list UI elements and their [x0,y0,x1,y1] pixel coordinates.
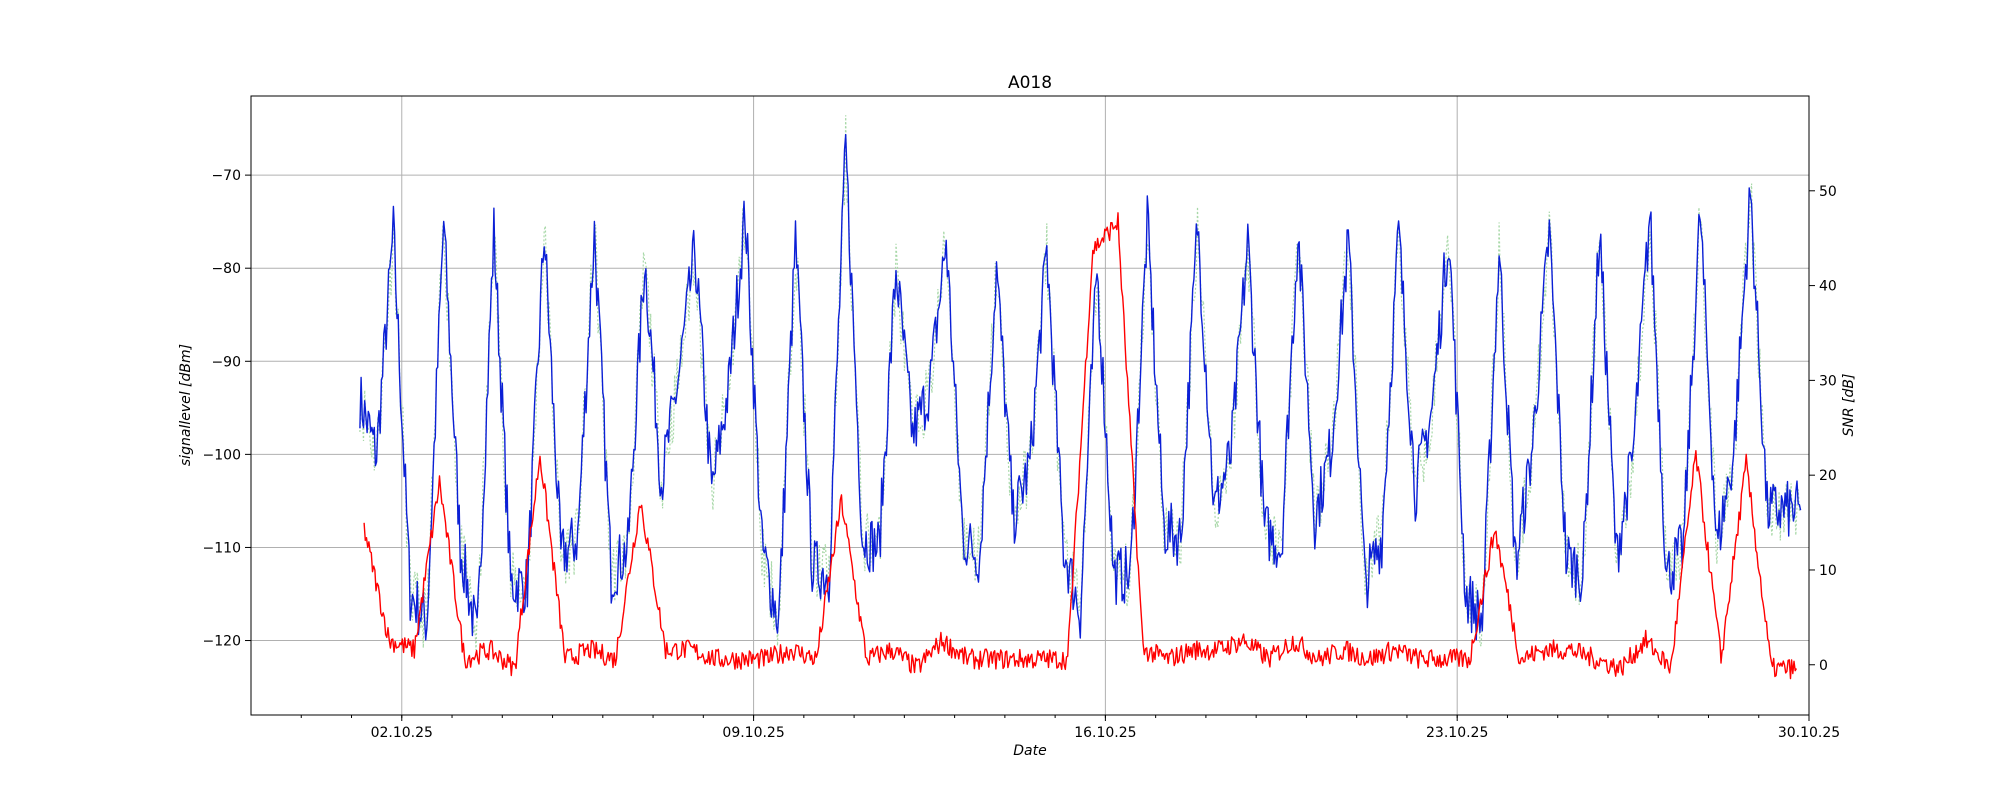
signal-trace-layer [359,133,1802,641]
y-right-tick-label: 10 [1819,563,1837,579]
x-tick-label: 16.10.25 [1074,725,1136,741]
chart-title: A018 [1008,73,1052,93]
y-axis-left-title: signallevel [dBm] [178,344,194,466]
y-right-tick-label: 40 [1819,279,1837,295]
y-left-tick-label: −120 [203,634,241,650]
y-right-tick-label: 0 [1819,658,1828,674]
y-left-tick-label: −90 [211,354,241,370]
x-tick-label: 23.10.25 [1426,725,1488,741]
x-tick-label: 30.10.25 [1778,725,1840,741]
y-right-tick-label: 20 [1819,468,1837,484]
y-left-tick-label: −80 [211,261,241,277]
noise-trace-layer [363,212,1798,680]
noise-level-line [363,212,1798,680]
plot-frame [250,95,1810,716]
y-left-tick-label: −110 [203,540,241,556]
x-axis-title: Date [1013,743,1046,759]
y-right-tick-label: 50 [1819,184,1837,200]
x-tick-label: 02.10.25 [371,725,433,741]
signal-level-line [359,133,1802,641]
snr-line [359,115,1801,651]
grid-layer [251,96,1810,715]
y-right-tick-label: 30 [1819,373,1837,389]
y-axis-right: 50 40 30 20 10 0 [1809,184,1837,674]
snr-trace-layer [359,115,1801,651]
x-axis: 02.10.25 09.10.25 16.10.25 23.10.25 30.10.25 [300,715,1840,741]
y-left-tick-label: −100 [203,447,241,463]
y-axis-right-title: SNR [dB] [1841,374,1857,437]
y-left-tick-label: −70 [211,168,241,184]
y-axis-left: −70 −80 −90 −100 −110 −120 [203,168,251,650]
x-tick-label: 09.10.25 [722,725,784,741]
